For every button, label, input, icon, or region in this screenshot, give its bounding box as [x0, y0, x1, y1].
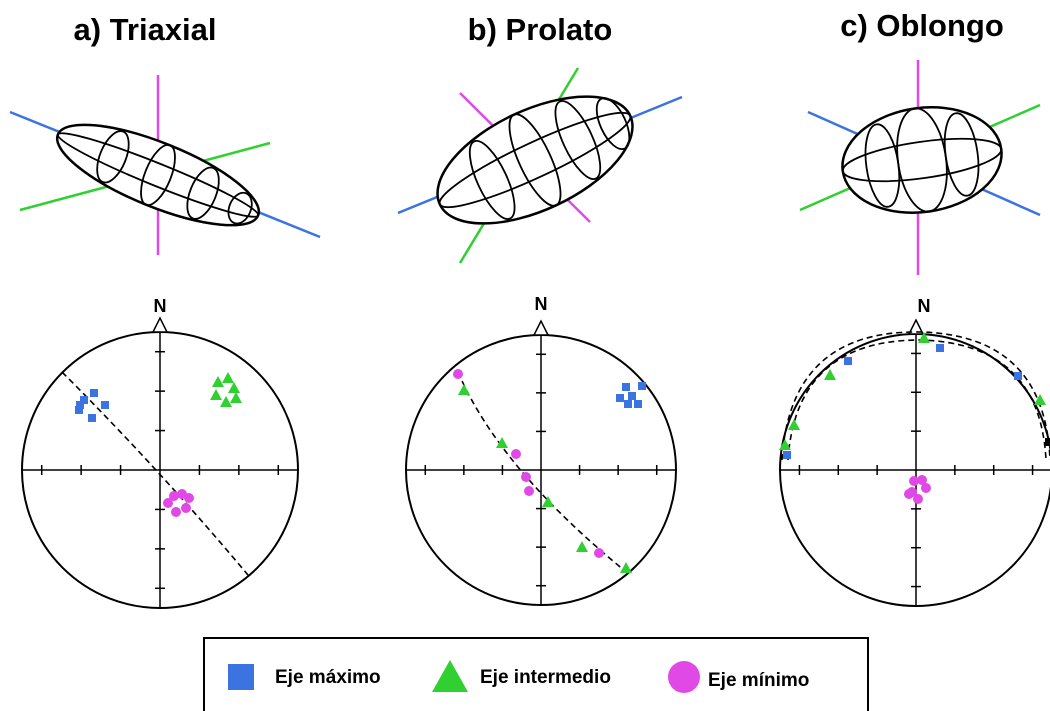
max-axis-point: [628, 392, 636, 400]
ellipsoid-part: [96, 130, 130, 184]
int-axis-point: [230, 392, 242, 403]
int-axis-point: [212, 376, 224, 387]
int-axis-point: [788, 419, 800, 430]
min-axis-point: [521, 472, 531, 482]
min-axis-point: [921, 483, 931, 493]
legend-triangle: [432, 660, 468, 692]
north-label: N: [918, 296, 931, 316]
max-axis-point: [783, 451, 791, 459]
legend-circle: [668, 661, 700, 693]
min-axis-point: [511, 449, 521, 459]
ellipsoid-part: [943, 112, 980, 197]
north-label: N: [154, 296, 167, 316]
ellipsoid: [436, 95, 634, 225]
max-axis-point: [622, 383, 630, 391]
max-axis-point: [634, 400, 642, 408]
min-axis-point: [909, 476, 919, 486]
max-axis-point: [624, 400, 632, 408]
ellipsoid-part: [438, 111, 632, 209]
legend-label: Eje máximo: [275, 667, 381, 688]
ellipsoid-part: [508, 113, 562, 207]
ellipsoid: [55, 123, 261, 227]
max-axis-point: [90, 389, 98, 397]
north-arrow: [907, 318, 925, 335]
north-arrow: [151, 316, 169, 333]
int-axis-point: [918, 332, 930, 343]
min-axis-point: [917, 475, 927, 485]
int-axis-point: [824, 369, 836, 380]
ellipsoid-part: [140, 144, 176, 206]
panel-title: c) Oblongo: [840, 8, 1004, 43]
min-axis-point: [524, 486, 534, 496]
int-axis-point: [496, 437, 508, 448]
int-axis-point: [779, 439, 791, 450]
max-axis-point: [88, 414, 96, 422]
max-axis-point: [101, 401, 109, 409]
min-axis-point: [184, 493, 194, 503]
ellipsoid: [841, 106, 1003, 214]
int-axis-point: [228, 382, 240, 393]
max-axis-point: [76, 401, 84, 409]
ellipsoid-part: [864, 123, 901, 208]
legend-box: [203, 637, 869, 711]
min-axis-point: [163, 498, 173, 508]
int-axis-point: [210, 389, 222, 400]
ellipsoid-part: [841, 137, 1003, 183]
legend-label: Eje mínimo: [708, 670, 809, 691]
max-axis-point: [75, 406, 83, 414]
max-axis-point: [936, 344, 944, 352]
ellipsoid-part: [468, 140, 516, 220]
north-arrow: [532, 319, 550, 336]
ellipsoid-part: [436, 95, 634, 225]
max-axis-point: [1014, 372, 1022, 380]
int-axis-point: [620, 562, 632, 573]
legend-label: Eje intermedio: [480, 667, 611, 688]
panel-title: b) Prolato: [468, 12, 613, 47]
max-axis-point: [638, 382, 646, 390]
min-axis-point: [181, 503, 191, 513]
int-axis-point: [542, 496, 554, 507]
int-axis-point: [576, 541, 588, 552]
ellipsoid-part: [56, 132, 260, 218]
min-axis-point: [904, 489, 914, 499]
ellipsoid-part: [186, 166, 220, 220]
min-axis-point: [594, 548, 604, 558]
ellipsoid-part: [841, 106, 1003, 214]
max-axis-point: [844, 357, 852, 365]
int-axis-point: [1034, 394, 1046, 405]
legend-square: [228, 664, 254, 690]
panel-title: a) Triaxial: [73, 12, 216, 47]
int-axis-point: [220, 396, 232, 407]
great-circle: [457, 371, 631, 576]
ellipsoid-part: [227, 191, 253, 225]
max-axis-point: [80, 396, 88, 404]
min-axis-point: [171, 507, 181, 517]
ellipsoid-part: [554, 100, 602, 180]
great-circle: [61, 371, 249, 576]
min-axis-point: [169, 491, 179, 501]
great-circle: [781, 331, 1050, 461]
point: [1045, 438, 1050, 446]
ellipsoid-part: [595, 97, 631, 150]
max-axis-point: [616, 394, 624, 402]
int-axis-point: [458, 384, 470, 395]
int-axis-point: [222, 372, 234, 383]
min-axis-point: [453, 369, 463, 379]
min-axis-point: [913, 494, 923, 504]
north-label: N: [535, 294, 548, 314]
